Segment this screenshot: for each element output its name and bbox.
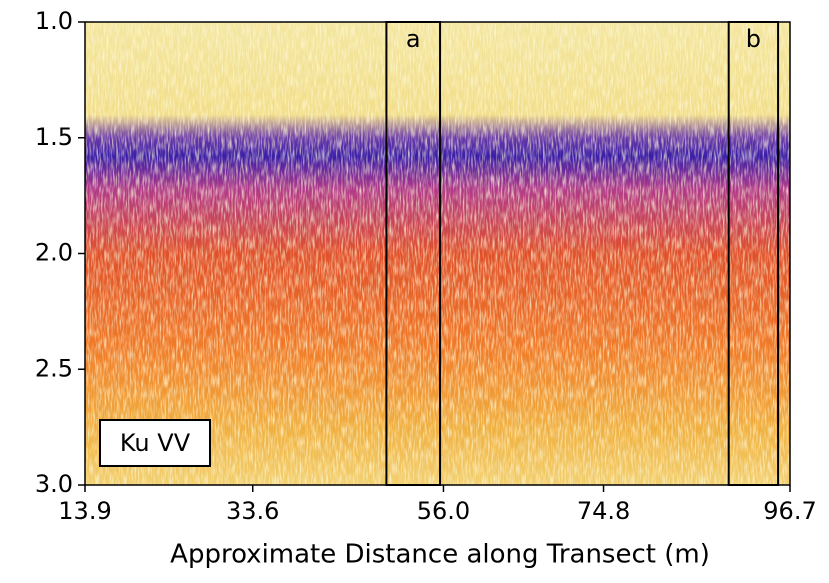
x-tick-label: 56.0 bbox=[417, 497, 470, 525]
y-tick-label: 3.0 bbox=[35, 470, 73, 498]
y-tick-label: 2.0 bbox=[35, 239, 73, 267]
region-box bbox=[727, 21, 780, 486]
radargram bbox=[85, 22, 790, 485]
annotation: Ku VV bbox=[120, 429, 191, 457]
annotation-box bbox=[99, 419, 211, 467]
x-tick-label: 96.7 bbox=[763, 497, 816, 525]
region-label: b bbox=[746, 25, 761, 53]
y-tick-label: 1.5 bbox=[35, 123, 73, 151]
x-tick-label: 74.8 bbox=[577, 497, 630, 525]
region-label: a bbox=[406, 25, 421, 53]
y-tick-label: 1.0 bbox=[35, 7, 73, 35]
x-tick-label: 13.9 bbox=[58, 497, 111, 525]
region-box bbox=[385, 21, 442, 486]
x-axis-label: Approximate Distance along Transect (m) bbox=[170, 540, 710, 570]
y-tick-label: 2.5 bbox=[35, 354, 73, 382]
x-tick-label: 33.6 bbox=[226, 497, 279, 525]
